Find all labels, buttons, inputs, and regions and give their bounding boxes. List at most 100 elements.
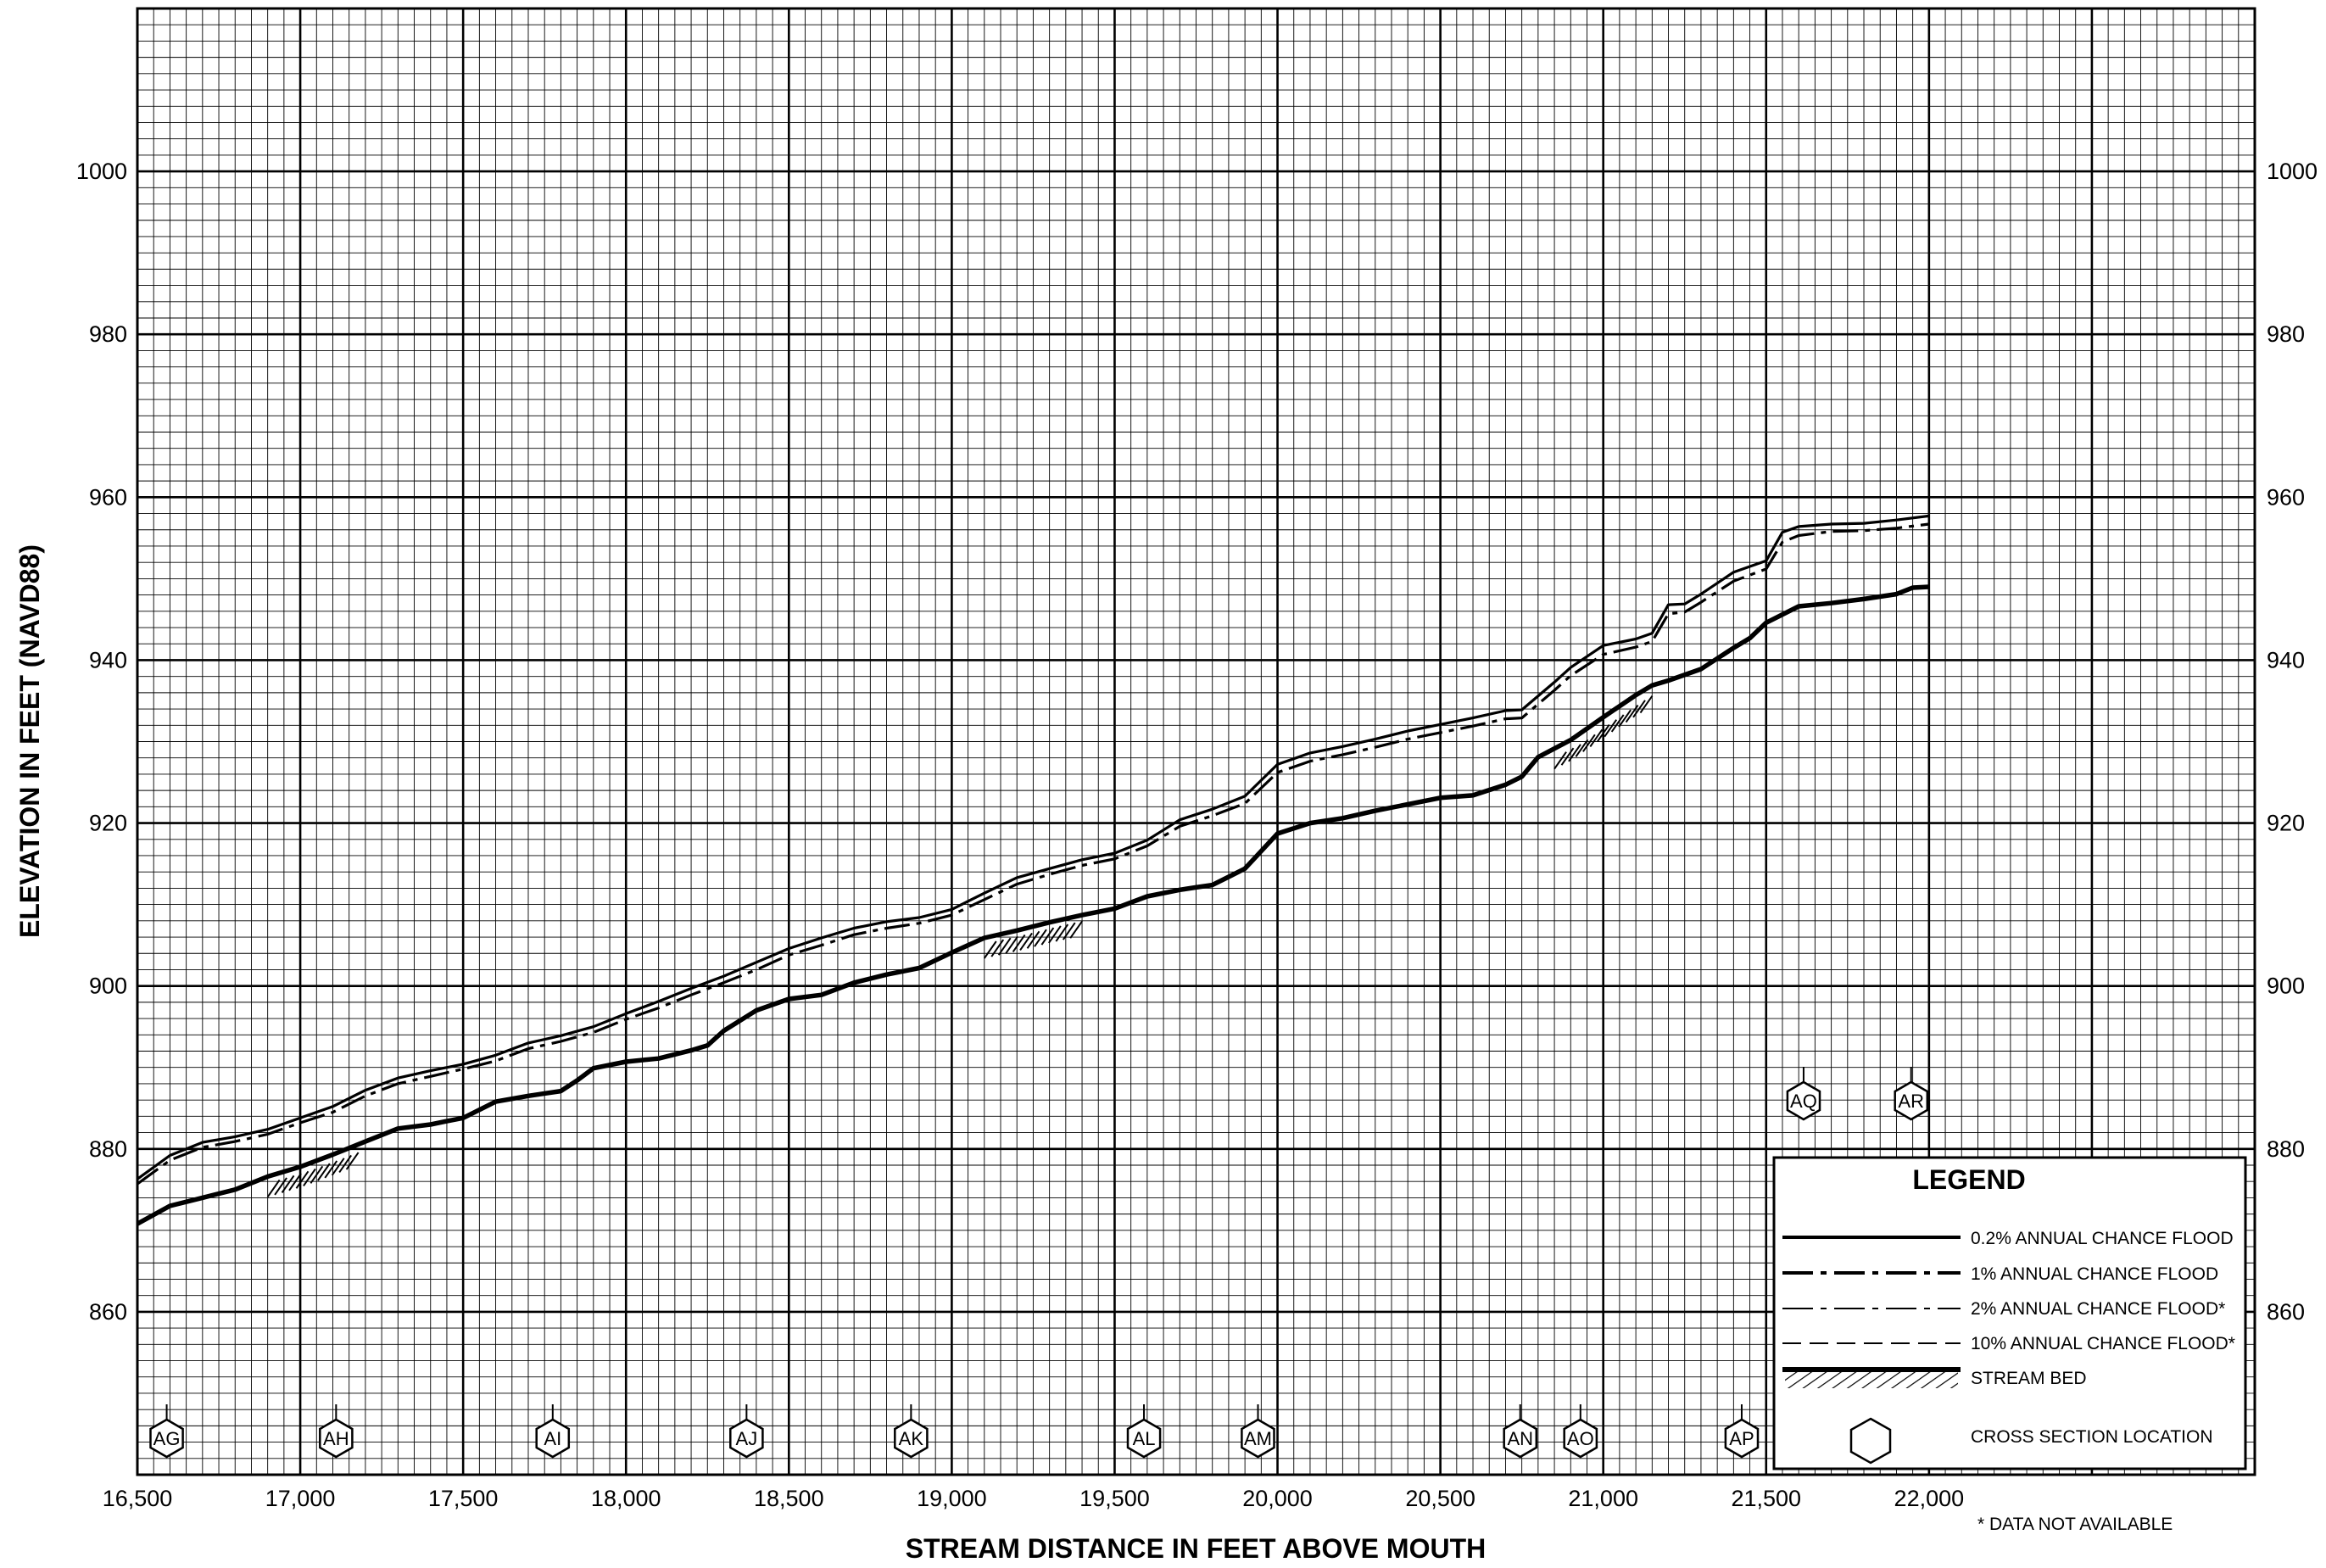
stream-bed-hatch-mark <box>1625 704 1639 723</box>
stream-bed-hatch-mark <box>1062 922 1076 940</box>
cross-section-label: AJ <box>736 1428 758 1449</box>
footnote: * DATA NOT AVAILABLE <box>1977 1515 2173 1534</box>
stream-bed-hatch-mark <box>1568 744 1581 762</box>
cross-section-markers: AG AH AI AJ AK AL AM AN AO AP AQ AR <box>149 1067 1929 1459</box>
stream-bed-hatch-mark <box>1632 700 1646 718</box>
y-tick-label-right: 860 <box>2267 1299 2305 1325</box>
cross-section-hexagon <box>1503 1418 1538 1459</box>
x-tick-label: 17,500 <box>428 1486 499 1511</box>
cross-section-marker-an: AN <box>1503 1404 1538 1459</box>
stream-bed-hatch-mark <box>990 939 1005 957</box>
y-tick-label-left: 980 <box>89 321 127 347</box>
y-tick-label-left: 960 <box>89 484 127 510</box>
stream-bed-hatch-mark <box>274 1177 287 1196</box>
cross-section-label: AQ <box>1790 1091 1817 1112</box>
stream-bed-hatch-mark <box>1610 714 1625 733</box>
stream-bed-hatch-mark <box>1012 934 1026 952</box>
x-tick-label: 19,500 <box>1079 1486 1150 1511</box>
stream-bed-hatch-mark <box>1034 929 1047 947</box>
cross-section-hexagon <box>535 1418 571 1459</box>
stream-bed-hatch-mark <box>331 1158 345 1176</box>
x-axis-title: STREAM DISTANCE IN FEET ABOVE MOUTH <box>906 1533 1486 1564</box>
cross-section-label: AK <box>899 1428 924 1449</box>
x-tick-label: 17,000 <box>265 1486 336 1511</box>
stream-bed-hatch-mark <box>1069 920 1084 939</box>
legend-label-stream-bed: STREAM BED <box>1971 1369 2087 1388</box>
cross-section-marker-al: AL <box>1126 1404 1162 1459</box>
cross-section-marker-am: AM <box>1241 1404 1275 1459</box>
stream-bed-hatch-mark <box>1040 927 1055 946</box>
y-tick-label-left: 900 <box>89 974 127 999</box>
y-axis-right-labels: 860 880 900 920 940 960 980 1000 <box>2267 159 2318 1325</box>
stream-bed-hatch-mark <box>1596 723 1610 743</box>
cross-section-marker-ap: AP <box>1724 1404 1760 1459</box>
stream-bed-hatch-mark <box>266 1179 281 1198</box>
cross-section-label: AR <box>1898 1091 1924 1112</box>
cross-section-hexagon <box>149 1418 184 1459</box>
stream-bed-hatch-mark <box>1639 695 1654 714</box>
stream-bed-hatch-mark <box>1026 930 1040 949</box>
x-tick-label: 18,500 <box>754 1486 824 1511</box>
legend-box <box>1772 1156 2247 1470</box>
cross-section-hexagon <box>1894 1080 1929 1121</box>
stream-bed-hatch-mark <box>303 1168 316 1187</box>
stream-bed-hatch-mark <box>1048 925 1062 944</box>
cross-section-label: AN <box>1507 1428 1533 1449</box>
legend-label-2-percent: 2% ANNUAL CHANCE FLOOD* <box>1971 1299 2225 1319</box>
stream-bed-hatch-mark <box>1560 747 1575 766</box>
stream-bed-hatch-mark <box>983 940 997 959</box>
stream-bed-hatch-mark <box>281 1175 295 1193</box>
cross-section-hexagon <box>1724 1418 1760 1459</box>
cross-section-marker-ak: AK <box>894 1404 929 1459</box>
stream-bed-hatch-mark <box>288 1173 302 1191</box>
stream-bed-hatching <box>266 695 1654 1198</box>
cross-section-hexagon <box>1786 1080 1821 1121</box>
stream-bed-hatch-mark <box>310 1165 324 1184</box>
legend: LEGEND 0.2% ANNUAL CHANCE FLOOD 1% ANNUA… <box>1772 1156 2247 1470</box>
series-lines <box>137 514 1929 1226</box>
y-tick-label-right: 940 <box>2267 647 2305 672</box>
legend-label-10-percent: 10% ANNUAL CHANCE FLOOD* <box>1971 1334 2235 1353</box>
cross-section-marker-aq: AQ <box>1786 1067 1821 1121</box>
cross-section-marker-ah: AH <box>319 1404 354 1459</box>
legend-title: LEGEND <box>1912 1164 2025 1195</box>
cross-section-hexagon <box>1241 1418 1275 1459</box>
legend-label-cross-section: CROSS SECTION LOCATION <box>1971 1427 2212 1447</box>
cross-section-marker-ar: AR <box>1894 1067 1929 1121</box>
cross-section-marker-ai: AI <box>535 1404 571 1459</box>
cross-section-hexagon <box>894 1418 929 1459</box>
y-tick-label-right: 880 <box>2267 1136 2305 1162</box>
cross-section-hexagon <box>319 1418 354 1459</box>
cross-section-label: AO <box>1567 1428 1594 1449</box>
y-tick-label-left: 920 <box>89 811 127 836</box>
stream-bed-hatch-mark <box>1582 734 1596 752</box>
stream-bed-hatch-mark <box>338 1154 352 1174</box>
y-tick-label-right: 1000 <box>2267 159 2318 184</box>
y-axis-left-labels: 860 880 900 920 940 960 980 1000 <box>76 159 127 1325</box>
stream-bed-hatch-mark <box>1604 719 1618 738</box>
y-tick-label-left: 1000 <box>76 159 127 184</box>
x-axis-labels: 16,500 17,000 17,500 18,000 18,500 19,000 19,5… <box>103 1486 1964 1511</box>
series-line-2 <box>137 584 1929 1226</box>
stream-bed-hatch-mark <box>1618 709 1632 728</box>
stream-bed-hatch-mark <box>1019 932 1033 951</box>
stream-bed-hatch-mark <box>1575 739 1589 757</box>
cross-section-marker-aj: AJ <box>729 1404 764 1459</box>
x-tick-label: 18,000 <box>591 1486 661 1511</box>
y-tick-label-left: 860 <box>89 1299 127 1325</box>
cross-section-hexagon <box>1563 1418 1598 1459</box>
stream-bed-hatch-mark <box>1055 924 1069 942</box>
stream-bed-hatch-mark <box>1005 935 1018 954</box>
x-tick-label: 22,000 <box>1894 1486 1965 1511</box>
stream-bed-hatch-mark <box>1553 751 1567 770</box>
x-tick-label: 20,500 <box>1405 1486 1475 1511</box>
stream-bed-hatch-mark <box>345 1152 360 1170</box>
stream-bed-hatch-mark <box>295 1170 310 1189</box>
stream-bed-hatch-mark <box>997 937 1012 956</box>
series-line-1 <box>137 522 1929 1186</box>
cross-section-label: AI <box>544 1428 561 1449</box>
x-tick-label: 16,500 <box>103 1486 173 1511</box>
legend-cross-section-icon <box>1849 1417 1892 1465</box>
cross-section-marker-ag: AG <box>149 1404 184 1459</box>
